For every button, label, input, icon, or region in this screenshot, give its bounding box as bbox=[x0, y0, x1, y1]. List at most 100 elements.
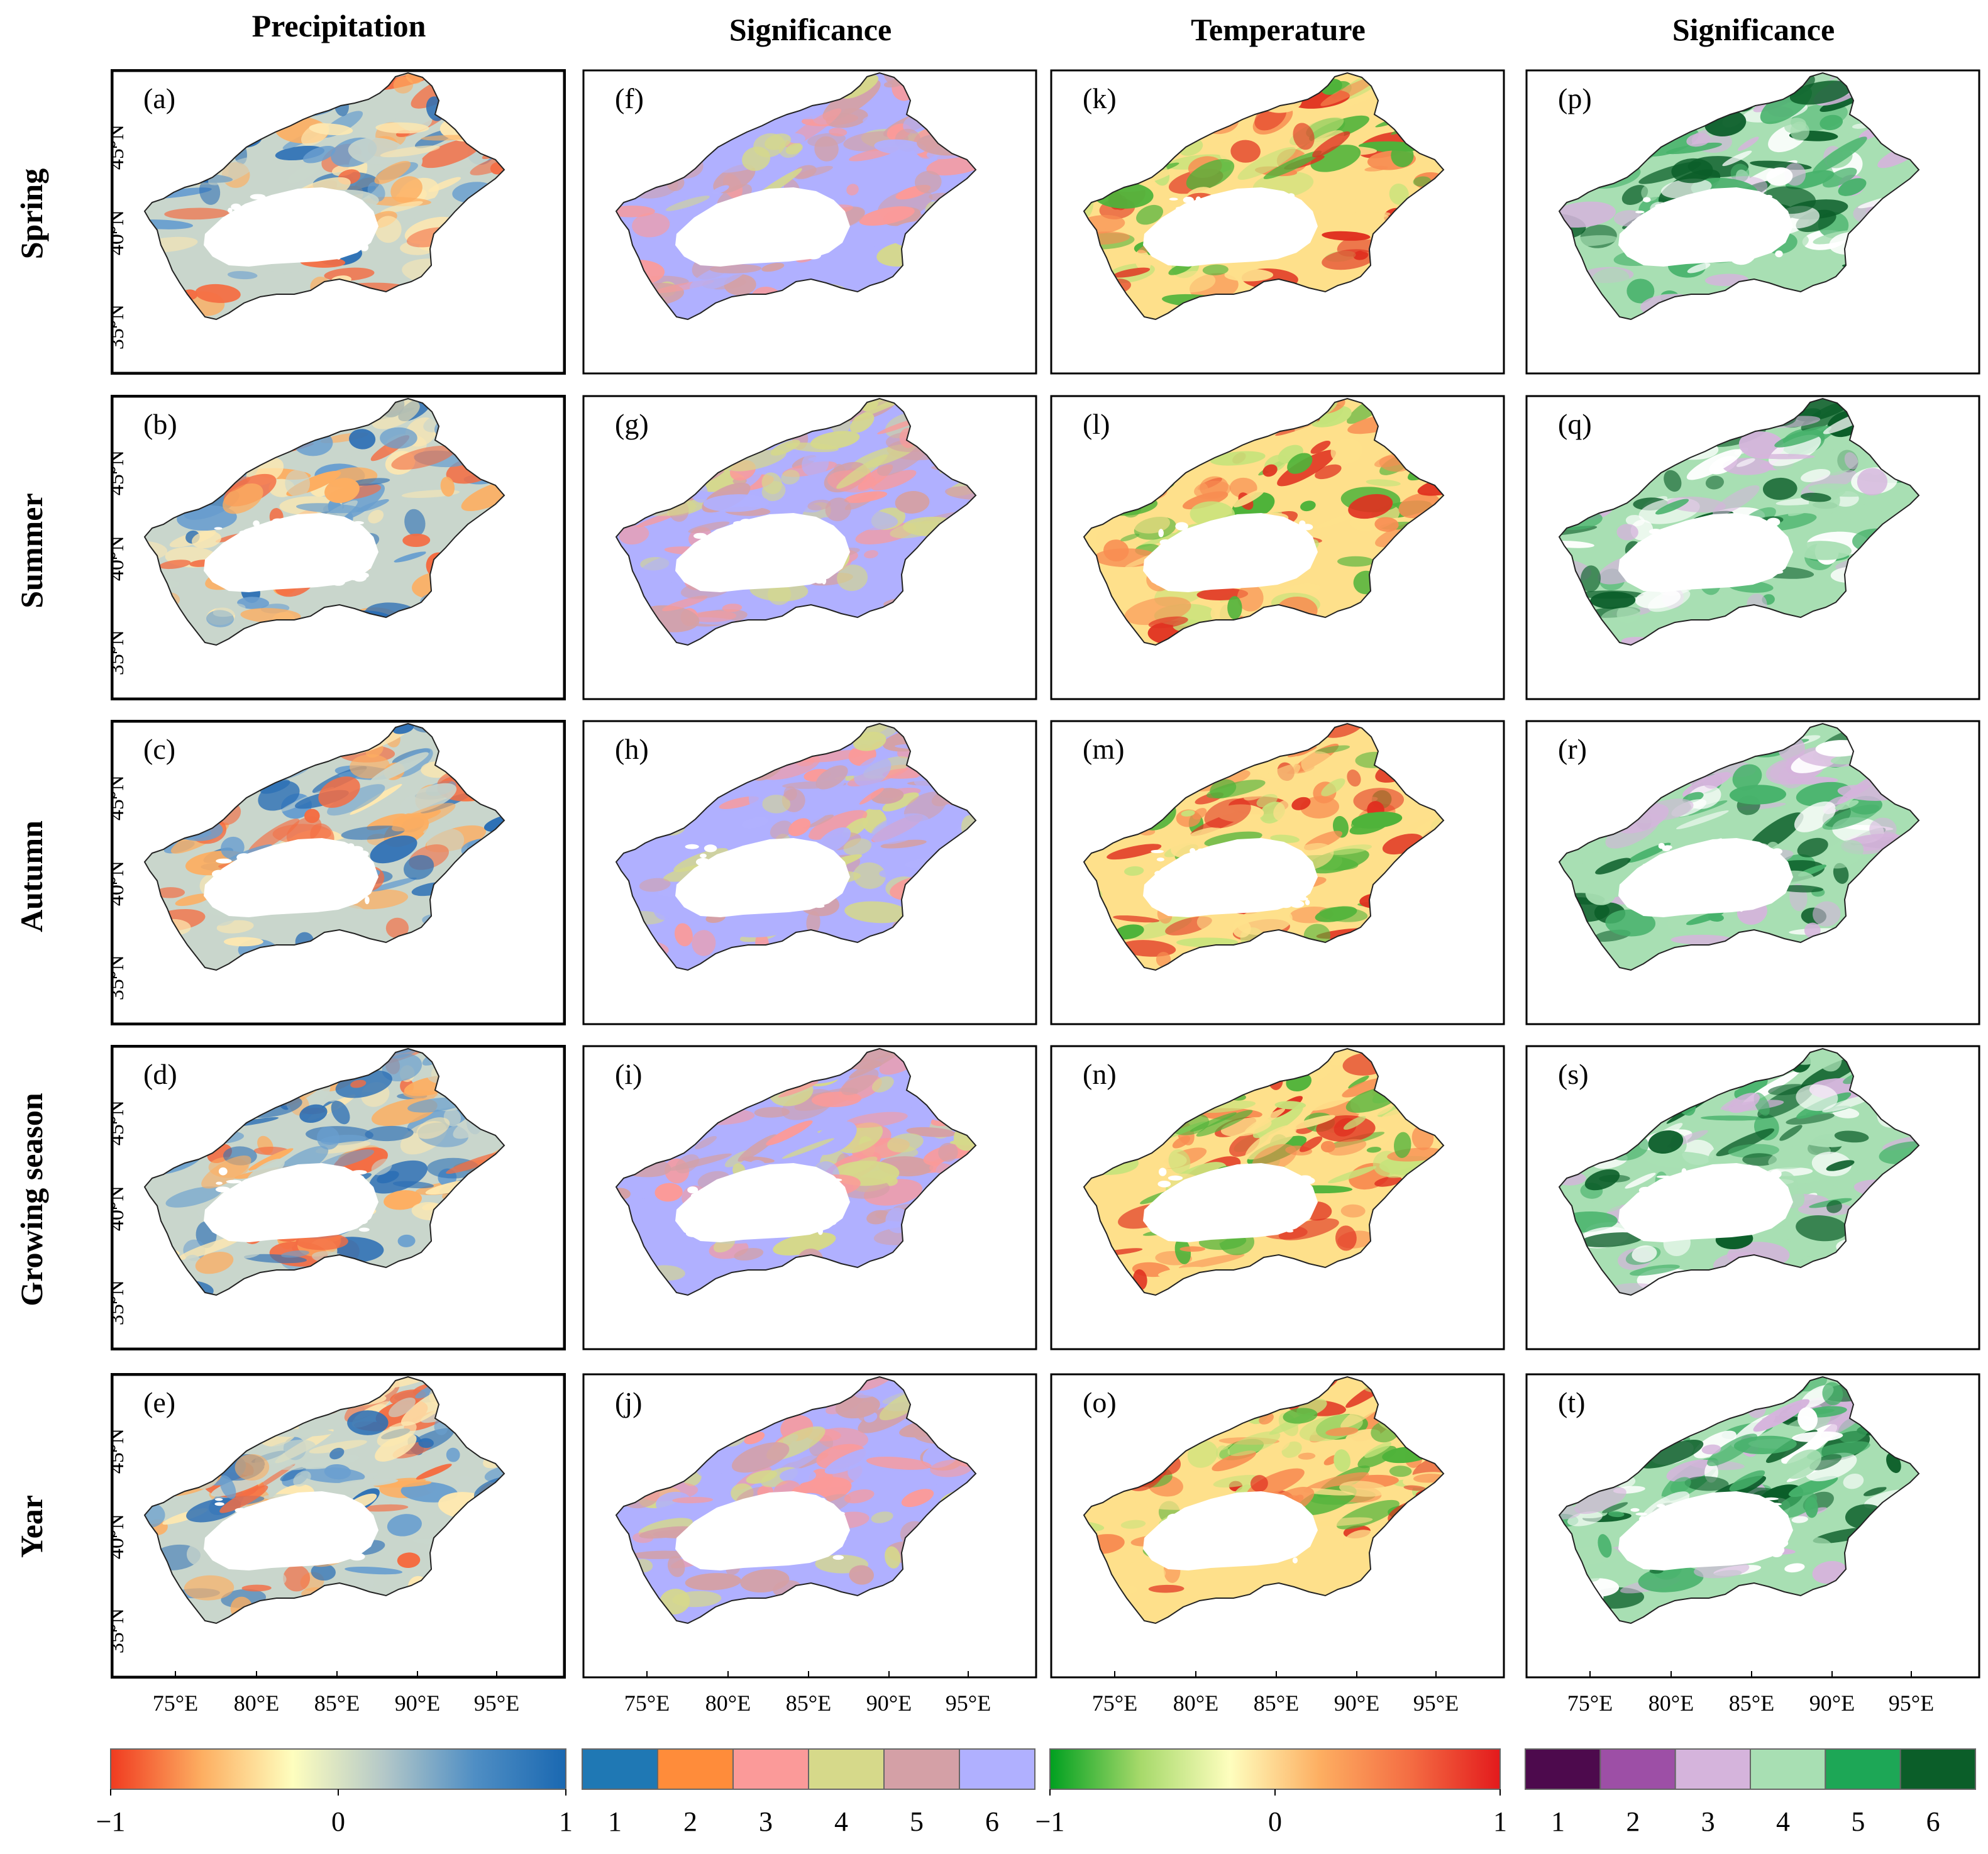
region-outline bbox=[1083, 1047, 1445, 1296]
map-panel: (k) bbox=[1050, 69, 1505, 375]
legend-class-swatch bbox=[1825, 1748, 1901, 1790]
colorbar-tick-label: 0 bbox=[1268, 1806, 1282, 1837]
row-header-year: Year bbox=[14, 1495, 49, 1558]
region-outline bbox=[143, 1376, 505, 1625]
region-outline bbox=[1558, 1047, 1920, 1296]
panel-frame bbox=[1525, 1373, 1980, 1679]
colorbar-precipitation bbox=[110, 1748, 566, 1790]
region-outline bbox=[615, 72, 977, 321]
legend-class-label: 5 bbox=[910, 1806, 924, 1837]
map-panel: (q) bbox=[1525, 395, 1980, 700]
panel-frame bbox=[1525, 395, 1980, 700]
map-panel: (b)45°N40°N35°N bbox=[111, 395, 566, 700]
legend-class-label: 4 bbox=[834, 1806, 848, 1837]
panel-frame bbox=[582, 1045, 1037, 1350]
longitude-tick-label: 75°E bbox=[624, 1691, 670, 1716]
legend-class-swatch bbox=[1674, 1748, 1752, 1790]
legend-class-label: 1 bbox=[608, 1806, 622, 1837]
region-fill bbox=[1084, 1049, 1444, 1295]
region-outline bbox=[1083, 722, 1445, 971]
legend-class-label: 3 bbox=[759, 1806, 773, 1837]
longitude-tick-label: 75°E bbox=[1091, 1691, 1138, 1716]
longitude-tick-label: 85°E bbox=[785, 1691, 832, 1716]
region-outline bbox=[1558, 397, 1920, 646]
region-outline bbox=[143, 1047, 505, 1296]
region-fill bbox=[1084, 73, 1444, 319]
panel-label: (g) bbox=[615, 408, 649, 440]
panel-label: (b) bbox=[143, 408, 177, 440]
longitude-tick-label: 95°E bbox=[1413, 1691, 1459, 1716]
region-outline bbox=[1083, 1376, 1445, 1625]
region-outline bbox=[1558, 722, 1920, 971]
map-panel: (i) bbox=[582, 1045, 1037, 1350]
longitude-tick-label: 80°E bbox=[705, 1691, 751, 1716]
region-outline bbox=[143, 722, 505, 971]
panel-frame bbox=[111, 1045, 566, 1350]
map-panel: (l) bbox=[1050, 395, 1505, 700]
panel-label: (o) bbox=[1083, 1386, 1117, 1418]
longitude-tick-label: 80°E bbox=[1173, 1691, 1219, 1716]
panel-label: (d) bbox=[143, 1058, 177, 1090]
panel-frame bbox=[111, 69, 566, 375]
legend-class-label: 1 bbox=[1551, 1806, 1565, 1837]
region-fill bbox=[616, 1049, 976, 1295]
longitude-tick-label: 80°E bbox=[1648, 1691, 1694, 1716]
panel-frame bbox=[1050, 395, 1505, 700]
legend-class-swatch bbox=[959, 1748, 1035, 1790]
panel-frame bbox=[111, 1373, 566, 1679]
colorbar-tick-label: 1 bbox=[1493, 1806, 1507, 1837]
region-fill bbox=[1559, 399, 1919, 645]
map-panel: (s) bbox=[1525, 1045, 1980, 1350]
region-fill bbox=[1084, 399, 1444, 645]
legend-class-swatch bbox=[1899, 1748, 1977, 1790]
panel-label: (m) bbox=[1083, 733, 1124, 765]
colorbar-tick-label: −1 bbox=[1035, 1806, 1065, 1837]
map-panel: (t) bbox=[1525, 1373, 1980, 1679]
legend-class-label: 4 bbox=[1776, 1806, 1790, 1837]
colorbar-temperature bbox=[1049, 1748, 1501, 1790]
map-panel: (n) bbox=[1050, 1045, 1505, 1350]
legend-class-swatch bbox=[1525, 1748, 1601, 1790]
panel-label: (e) bbox=[143, 1386, 175, 1418]
region-outline bbox=[1083, 397, 1445, 646]
panel-label: (k) bbox=[1083, 82, 1117, 114]
legend-class-label: 2 bbox=[683, 1806, 697, 1837]
panel-label: (l) bbox=[1083, 408, 1110, 440]
row-header-spring: Spring bbox=[14, 168, 49, 260]
legend-class-label: 5 bbox=[1851, 1806, 1865, 1837]
longitude-tick-label: 95°E bbox=[1888, 1691, 1935, 1716]
longitude-tick-label: 75°E bbox=[1567, 1691, 1613, 1716]
panel-label: (t) bbox=[1558, 1386, 1585, 1418]
legend-class-label: 6 bbox=[985, 1806, 999, 1837]
legend-class-swatch bbox=[582, 1748, 658, 1790]
panel-frame bbox=[582, 1373, 1037, 1679]
region-fill bbox=[145, 724, 504, 970]
region-fill bbox=[616, 73, 976, 319]
map-panel: (c)45°N40°N35°N bbox=[111, 720, 566, 1025]
region-outline bbox=[143, 72, 505, 321]
panel-label: (n) bbox=[1083, 1058, 1117, 1090]
panel-frame bbox=[1525, 1045, 1980, 1350]
region-outline bbox=[1083, 72, 1445, 321]
row-header-growing-season: Growing season bbox=[14, 1093, 49, 1306]
panel-label: (i) bbox=[615, 1058, 642, 1090]
region-fill bbox=[616, 399, 976, 645]
column-header-temperature: Temperature bbox=[1191, 12, 1366, 47]
region-outline bbox=[1558, 72, 1920, 321]
panel-frame bbox=[1050, 69, 1505, 375]
panel-label: (p) bbox=[1558, 82, 1592, 114]
panel-frame bbox=[1050, 1373, 1505, 1679]
colorbar-tick-label: 1 bbox=[559, 1806, 573, 1837]
row-header-autumn: Autumn bbox=[14, 820, 49, 932]
region-fill bbox=[145, 399, 504, 645]
map-panel: (a)45°N40°N35°N bbox=[111, 69, 566, 375]
panel-frame bbox=[1050, 720, 1505, 1025]
panel-label: (f) bbox=[615, 82, 644, 114]
colorbar-tick-label: −1 bbox=[96, 1806, 126, 1837]
legend-class-swatch bbox=[808, 1748, 885, 1790]
longitude-tick-label: 75°E bbox=[152, 1691, 199, 1716]
panel-label: (c) bbox=[143, 733, 175, 765]
panel-frame bbox=[582, 395, 1037, 700]
longitude-tick-label: 95°E bbox=[473, 1691, 520, 1716]
